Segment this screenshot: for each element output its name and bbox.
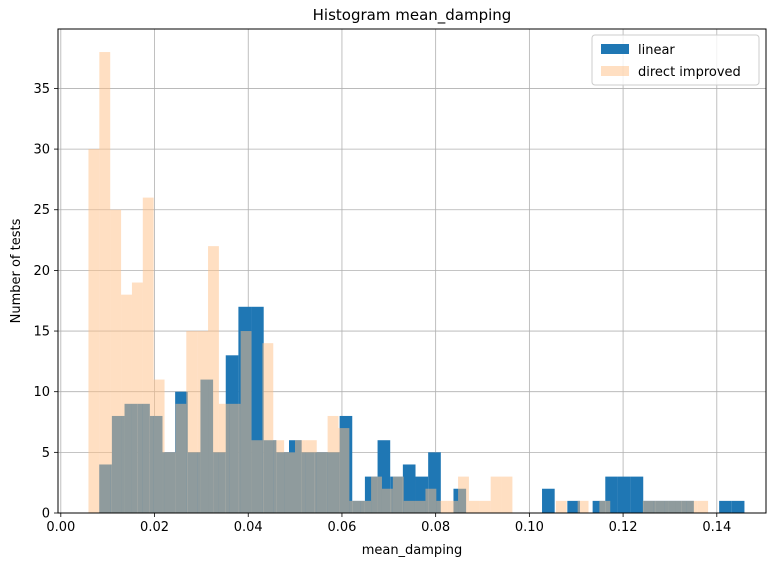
histogram-bars bbox=[88, 52, 745, 514]
histogram-bar bbox=[664, 500, 676, 513]
histogram-bar bbox=[630, 476, 644, 513]
histogram-bar bbox=[731, 500, 745, 513]
histogram-bar bbox=[501, 476, 513, 513]
histogram-bar bbox=[458, 476, 469, 513]
histogram-bar bbox=[360, 500, 372, 513]
histogram-bar bbox=[599, 500, 611, 513]
histogram-bar bbox=[197, 331, 209, 513]
histogram-bar bbox=[88, 149, 100, 514]
x-tick-label: 0.14 bbox=[702, 520, 731, 535]
histogram-bar bbox=[294, 440, 306, 513]
legend-box bbox=[591, 34, 760, 86]
histogram-bar bbox=[436, 500, 448, 513]
y-tick-label: 35 bbox=[33, 82, 50, 97]
histogram-bar bbox=[121, 294, 132, 513]
legend-label: direct improved bbox=[638, 65, 741, 80]
histogram-bar bbox=[273, 440, 285, 513]
histogram-bar bbox=[327, 415, 339, 513]
histogram-bar bbox=[186, 331, 198, 513]
histogram-bar bbox=[675, 500, 687, 513]
histogram-bar bbox=[642, 500, 654, 513]
y-tick-label: 20 bbox=[33, 264, 50, 279]
legend-swatch bbox=[601, 44, 629, 54]
histogram-bar bbox=[577, 500, 589, 513]
histogram-bar bbox=[567, 500, 580, 513]
chart-title: Histogram mean_damping bbox=[313, 6, 512, 25]
histogram-bar bbox=[617, 476, 631, 513]
x-tick-label: 0.04 bbox=[234, 520, 263, 535]
histogram-bar bbox=[371, 476, 382, 513]
histogram-bar bbox=[414, 500, 426, 513]
legend: linear direct improved bbox=[591, 34, 760, 86]
histogram-bar bbox=[284, 452, 295, 513]
histogram-bar bbox=[316, 452, 328, 513]
histogram-bar bbox=[153, 379, 165, 513]
x-tick-label: 0.08 bbox=[421, 520, 450, 535]
x-tick-label: 0.06 bbox=[327, 520, 356, 535]
y-tick-label: 30 bbox=[33, 143, 50, 158]
y-tick-label: 15 bbox=[33, 325, 50, 340]
histogram-bar bbox=[110, 209, 122, 513]
axis-ticks: 0.00 0.02 0.04 0.06 0.08 0.10 0.12 0.14 0 5 10 15 20… bbox=[33, 82, 731, 535]
histogram-bar bbox=[719, 500, 732, 513]
histogram-bar bbox=[392, 476, 404, 513]
x-tick-label: 0.00 bbox=[46, 520, 75, 535]
legend-label: linear bbox=[638, 43, 675, 58]
series-direct-improved bbox=[88, 52, 709, 514]
histogram-bar bbox=[142, 197, 154, 514]
y-tick-label: 5 bbox=[42, 446, 50, 461]
histogram-bar bbox=[175, 403, 187, 513]
legend-swatch bbox=[601, 66, 629, 76]
y-tick-label: 25 bbox=[33, 203, 50, 218]
histogram-bar bbox=[425, 488, 437, 513]
histogram-bar bbox=[251, 440, 263, 513]
histogram-bar bbox=[338, 428, 350, 513]
histogram-bar bbox=[381, 488, 393, 513]
x-tick-label: 0.10 bbox=[515, 520, 544, 535]
x-tick-label: 0.12 bbox=[609, 520, 638, 535]
histogram-bar bbox=[447, 500, 459, 513]
histogram-bar bbox=[131, 282, 143, 513]
y-tick-label: 10 bbox=[33, 385, 50, 400]
histogram-bar bbox=[218, 403, 230, 513]
histogram-bar bbox=[229, 403, 241, 513]
histogram-bar bbox=[468, 500, 480, 513]
histogram-bar bbox=[653, 500, 665, 513]
histogram-bar bbox=[99, 52, 111, 514]
x-tick-label: 0.02 bbox=[140, 520, 169, 535]
histogram-bar bbox=[349, 500, 361, 513]
histogram-bar bbox=[164, 452, 176, 513]
histogram-bar bbox=[403, 500, 415, 513]
histogram-bar bbox=[240, 331, 252, 513]
histogram-bar bbox=[479, 500, 491, 513]
histogram-bar bbox=[305, 440, 317, 513]
histogram-bar bbox=[555, 500, 567, 513]
histogram-bar bbox=[542, 488, 555, 513]
histogram-bar bbox=[697, 500, 709, 513]
histogram-bar bbox=[262, 343, 274, 513]
y-tick-label: 0 bbox=[42, 507, 50, 522]
histogram-bar bbox=[686, 500, 698, 513]
y-axis-label: Number of tests bbox=[9, 218, 24, 323]
x-axis-label: mean_damping bbox=[362, 543, 463, 558]
histogram-bar bbox=[208, 246, 219, 514]
plot-frame bbox=[57, 28, 767, 514]
grid-lines bbox=[58, 29, 766, 514]
histogram-bar bbox=[490, 476, 502, 513]
